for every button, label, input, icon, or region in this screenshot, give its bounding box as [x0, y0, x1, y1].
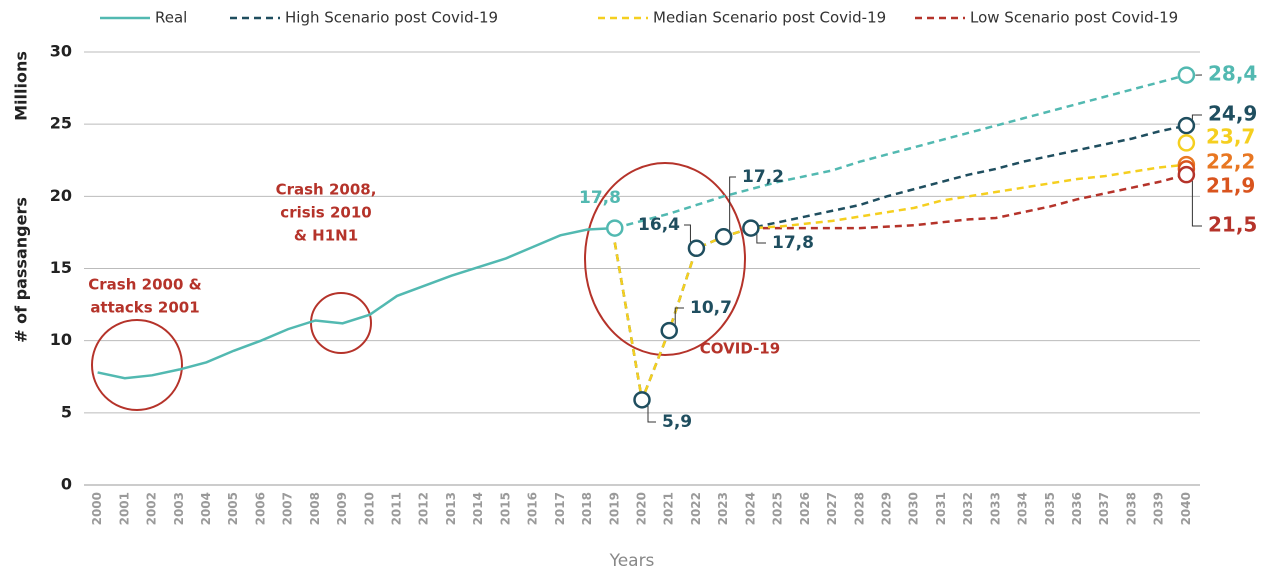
x-tick-label: 2012: [417, 492, 431, 525]
x-tick-label: 2013: [444, 492, 458, 525]
x-tick-label: 2008: [308, 492, 322, 525]
marker: [660, 321, 678, 340]
x-tick-label: 2006: [253, 492, 267, 525]
x-tick-label: 2015: [498, 492, 512, 525]
marker-label: 5,9: [662, 412, 692, 432]
x-tick-label: 2004: [199, 492, 213, 525]
marker-label: 10,7: [690, 298, 732, 318]
marker-label: 21,5: [1208, 213, 1257, 237]
x-tick-label: 2003: [172, 492, 186, 525]
x-tick-label: 2040: [1179, 492, 1193, 525]
x-tick-label: 2033: [988, 492, 1002, 525]
x-tick-label: 2009: [335, 492, 349, 525]
y-unit-label: Millions: [12, 51, 31, 121]
y-tick-label: 0: [61, 475, 72, 494]
marker: [1177, 134, 1196, 152]
annotation-text: Crash 2000 &: [88, 276, 201, 294]
series-line: [97, 226, 615, 380]
annotation-text: crisis 2010: [280, 204, 371, 222]
marker-label: 17,2: [742, 167, 784, 187]
y-tick-label: 25: [50, 114, 72, 133]
y-tick-label: 30: [50, 42, 72, 61]
x-tick-label: 2037: [1097, 492, 1111, 525]
marker: [714, 227, 733, 246]
leader-line: [674, 307, 684, 325]
x-tick-label: 2034: [1016, 492, 1030, 525]
x-tick-label: 2016: [526, 492, 540, 525]
x-tick-label: 2018: [580, 492, 594, 525]
x-tick-label: 2014: [471, 492, 485, 525]
marker-label: 24,9: [1208, 102, 1257, 126]
x-tick-label: 2026: [798, 492, 812, 525]
x-tick-label: 2001: [117, 492, 131, 525]
marker: [687, 239, 706, 258]
x-tick-label: 2032: [961, 492, 975, 525]
marker: [1177, 165, 1196, 184]
annotation-text: Crash 2008,: [276, 181, 377, 199]
leader-line: [1191, 180, 1202, 227]
marker-label: 16,4: [638, 215, 680, 235]
x-tick-label: 2007: [281, 492, 295, 525]
annotation-text: attacks 2001: [90, 299, 199, 317]
x-tick-label: 2038: [1124, 492, 1138, 525]
marker: [1177, 66, 1196, 84]
x-tick-label: 2030: [907, 492, 921, 525]
y-tick-label: 20: [50, 186, 72, 205]
x-tick-label: 2031: [934, 492, 948, 525]
x-tick-label: 2021: [662, 492, 676, 525]
legend-label: Median Scenario post Covid-19: [653, 9, 886, 27]
leader-line: [729, 176, 736, 231]
x-tick-label: 2005: [226, 492, 240, 525]
annotation-text: & H1N1: [294, 227, 358, 245]
legend-label: High Scenario post Covid-19: [285, 9, 498, 27]
x-tick-label: 2023: [716, 492, 730, 525]
x-tick-label: 2025: [771, 492, 785, 525]
series-line: [613, 124, 1187, 405]
x-axis-label: Years: [609, 551, 655, 571]
y-tick-label: 15: [50, 258, 72, 277]
x-tick-label: 2035: [1043, 492, 1057, 525]
leader-line: [684, 224, 691, 243]
marker: [742, 219, 760, 237]
legend-label: Real: [155, 9, 187, 27]
x-tick-label: 2011: [390, 492, 404, 525]
marker: [1177, 116, 1196, 135]
y-tick-label: 10: [50, 330, 72, 349]
marker-label: 23,7: [1206, 125, 1255, 149]
x-tick-label: 2039: [1152, 492, 1166, 525]
x-tick-label: 2024: [743, 492, 757, 525]
leader-line: [647, 405, 656, 423]
marker-label: 21,9: [1206, 174, 1255, 198]
x-tick-label: 2028: [852, 492, 866, 525]
marker-label: 17,8: [579, 188, 621, 208]
marker-label: 22,2: [1206, 150, 1255, 174]
x-tick-label: 2000: [90, 492, 104, 525]
x-tick-label: 2002: [145, 492, 159, 525]
series-line: [750, 173, 1187, 230]
marker-label: 17,8: [772, 233, 814, 253]
leader-line: [1191, 114, 1202, 120]
annotation-circle: [584, 162, 746, 356]
x-tick-label: 2017: [553, 492, 567, 525]
y-tick-label: 5: [61, 402, 72, 421]
series-line: [613, 163, 1187, 405]
series-line: [614, 73, 1187, 230]
marker-label: 28,4: [1208, 62, 1257, 86]
y-axis-label: # of passangers: [12, 197, 31, 343]
marker: [633, 391, 651, 409]
x-tick-label: 2020: [635, 492, 649, 525]
x-tick-label: 2029: [879, 492, 893, 525]
legend-label: Low Scenario post Covid-19: [970, 9, 1178, 27]
annotation-text: COVID-19: [700, 340, 780, 358]
x-tick-label: 2019: [607, 492, 621, 525]
annotation-circle: [91, 319, 183, 411]
x-tick-label: 2036: [1070, 492, 1084, 525]
leader-line: [756, 234, 766, 244]
x-tick-label: 2022: [689, 492, 703, 525]
marker: [606, 219, 624, 237]
x-tick-label: 2010: [362, 492, 376, 525]
x-tick-label: 2027: [825, 492, 839, 525]
